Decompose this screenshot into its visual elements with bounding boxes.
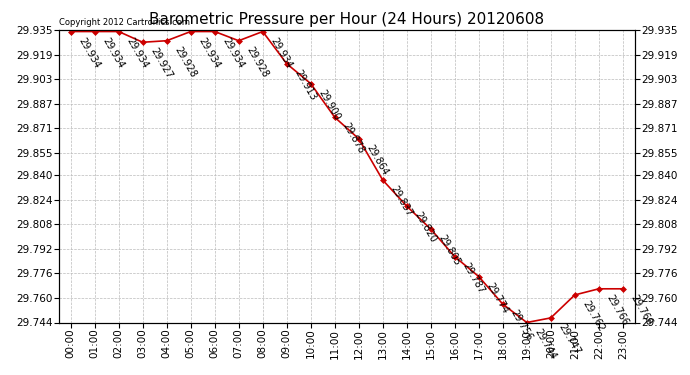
Text: 29.756: 29.756 (509, 308, 534, 343)
Text: Copyright 2012 Cartronics.com: Copyright 2012 Cartronics.com (59, 18, 190, 27)
Text: 29.820: 29.820 (413, 210, 438, 244)
Text: 29.837: 29.837 (388, 184, 414, 219)
Text: 29.934: 29.934 (124, 36, 150, 70)
Text: 29.928: 29.928 (172, 45, 198, 79)
Text: 29.805: 29.805 (436, 233, 462, 268)
Text: 29.766: 29.766 (629, 293, 654, 327)
Text: 29.762: 29.762 (580, 299, 606, 333)
Text: 29.864: 29.864 (364, 143, 390, 177)
Text: 29.787: 29.787 (460, 261, 486, 295)
Text: 29.747: 29.747 (556, 322, 582, 357)
Text: 29.774: 29.774 (484, 281, 510, 315)
Text: 29.744: 29.744 (532, 327, 558, 361)
Text: 29.934: 29.934 (220, 36, 246, 70)
Title: Barometric Pressure per Hour (24 Hours) 20120608: Barometric Pressure per Hour (24 Hours) … (149, 12, 544, 27)
Text: 29.878: 29.878 (340, 122, 366, 156)
Text: 29.934: 29.934 (196, 36, 221, 70)
Text: 29.928: 29.928 (244, 45, 270, 79)
Text: 29.913: 29.913 (293, 68, 318, 102)
Text: 29.934: 29.934 (76, 36, 101, 70)
Text: 29.934: 29.934 (100, 36, 126, 70)
Text: 29.927: 29.927 (148, 46, 174, 81)
Text: 29.900: 29.900 (316, 88, 342, 122)
Text: 29.766: 29.766 (604, 293, 630, 327)
Text: 29.934: 29.934 (268, 36, 294, 70)
